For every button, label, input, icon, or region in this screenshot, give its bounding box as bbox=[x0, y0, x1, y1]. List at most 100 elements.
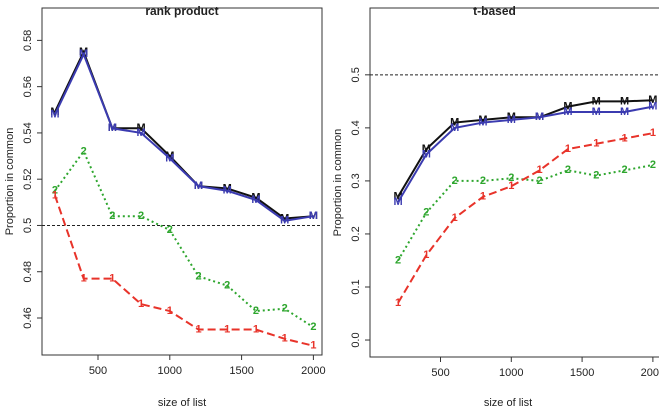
point-marker: 2 bbox=[52, 185, 58, 197]
point-marker: 1 bbox=[253, 323, 259, 335]
point-marker: 1 bbox=[167, 305, 173, 317]
chart-title: t-based bbox=[473, 4, 516, 18]
y-tick-label: 0.3 bbox=[350, 173, 362, 188]
point-marker: M bbox=[165, 150, 174, 162]
x-axis-label: size of list bbox=[484, 397, 532, 409]
point-marker: M bbox=[79, 46, 88, 58]
point-marker: 1 bbox=[81, 273, 87, 285]
y-axis-label: Proportion in common bbox=[332, 129, 344, 237]
point-marker: 2 bbox=[537, 175, 543, 187]
x-tick-label: 1500 bbox=[229, 365, 253, 377]
y-tick-label: 0.58 bbox=[22, 30, 34, 51]
plot-frame bbox=[41, 7, 323, 356]
plot-frame bbox=[369, 7, 659, 358]
x-tick-label: 500 bbox=[89, 365, 107, 377]
point-marker: 2 bbox=[310, 321, 316, 333]
y-tick-label: 0.1 bbox=[350, 279, 362, 294]
y-tick-label: 0.0 bbox=[350, 332, 362, 347]
point-marker: M bbox=[648, 94, 657, 106]
point-marker: 1 bbox=[138, 298, 144, 310]
x-tick-label: 1000 bbox=[158, 365, 182, 377]
point-marker: M bbox=[50, 108, 59, 120]
series-line bbox=[54, 149, 314, 329]
y-tick-label: 0.5 bbox=[350, 67, 362, 82]
point-marker: 1 bbox=[537, 164, 543, 176]
point-marker: M bbox=[136, 122, 145, 134]
point-marker: 2 bbox=[253, 305, 259, 317]
point-marker: 1 bbox=[565, 143, 571, 155]
point-marker: M bbox=[251, 192, 260, 204]
point-marker: 2 bbox=[593, 170, 599, 182]
point-marker: M bbox=[309, 210, 318, 222]
y-tick-label: 0.54 bbox=[22, 122, 34, 143]
point-marker: M bbox=[223, 185, 232, 197]
x-tick-label: 2000 bbox=[301, 365, 325, 377]
y-tick-label: 0.46 bbox=[22, 307, 34, 328]
point-marker: M bbox=[50, 106, 59, 118]
point-marker: 2 bbox=[138, 210, 144, 222]
point-marker: 1 bbox=[650, 127, 656, 139]
y-axis-label: Proportion in common bbox=[4, 128, 16, 236]
point-marker: 1 bbox=[195, 323, 201, 335]
point-marker: M bbox=[223, 182, 232, 194]
point-marker: 2 bbox=[167, 224, 173, 236]
point-marker: 2 bbox=[622, 164, 628, 176]
point-marker: 1 bbox=[395, 297, 401, 309]
y-tick-label: 0.48 bbox=[22, 261, 34, 282]
point-marker: M bbox=[280, 215, 289, 227]
point-marker: 1 bbox=[224, 323, 230, 335]
series-line bbox=[397, 164, 654, 261]
series-line bbox=[397, 132, 654, 304]
point-marker: 1 bbox=[508, 180, 514, 192]
y-tick-label: 0.56 bbox=[22, 76, 34, 97]
point-marker: M bbox=[507, 114, 516, 126]
point-marker: 2 bbox=[508, 172, 514, 184]
point-marker: M bbox=[309, 210, 318, 222]
series-line bbox=[54, 51, 314, 222]
point-marker: M bbox=[450, 116, 459, 128]
point-marker: 1 bbox=[109, 273, 115, 285]
point-marker: M bbox=[478, 116, 487, 128]
point-marker: M bbox=[478, 114, 487, 126]
point-marker: 2 bbox=[224, 280, 230, 292]
y-tick-label: 0.2 bbox=[350, 226, 362, 241]
point-marker: M bbox=[592, 106, 601, 118]
point-marker: M bbox=[108, 122, 117, 134]
point-marker: M bbox=[620, 106, 629, 118]
point-marker: 2 bbox=[195, 270, 201, 282]
point-marker: M bbox=[535, 111, 544, 123]
point-marker: 2 bbox=[395, 254, 401, 266]
point-marker: M bbox=[507, 111, 516, 123]
point-marker: M bbox=[136, 127, 145, 139]
series-line bbox=[54, 49, 314, 220]
series-line bbox=[53, 195, 314, 347]
point-marker: 1 bbox=[452, 212, 458, 224]
point-marker: 2 bbox=[81, 145, 87, 157]
point-marker: 2 bbox=[452, 175, 458, 187]
x-tick-label: 1500 bbox=[570, 367, 594, 379]
point-marker: 2 bbox=[650, 159, 656, 171]
point-marker: 1 bbox=[480, 191, 486, 203]
point-marker: 1 bbox=[310, 340, 316, 352]
y-tick-label: 0.4 bbox=[350, 120, 362, 135]
point-marker: M bbox=[393, 191, 402, 203]
x-tick-label: 500 bbox=[431, 367, 449, 379]
point-marker: M bbox=[620, 95, 629, 107]
point-marker: M bbox=[393, 196, 402, 208]
point-marker: 2 bbox=[480, 175, 486, 187]
point-marker: M bbox=[79, 48, 88, 60]
point-marker: 1 bbox=[593, 138, 599, 150]
point-marker: M bbox=[450, 122, 459, 134]
y-tick-label: 0.52 bbox=[22, 168, 34, 189]
point-marker: 1 bbox=[423, 249, 429, 261]
point-marker: 2 bbox=[565, 164, 571, 176]
chart-title: rank product bbox=[145, 4, 218, 18]
point-marker: M bbox=[563, 106, 572, 118]
y-tick-label: 0.5 bbox=[22, 218, 34, 233]
point-marker: M bbox=[194, 180, 203, 192]
point-marker: M bbox=[251, 194, 260, 206]
x-tick-label: 1000 bbox=[499, 367, 523, 379]
x-axis-label: size of list bbox=[158, 397, 206, 409]
point-marker: M bbox=[648, 101, 657, 113]
